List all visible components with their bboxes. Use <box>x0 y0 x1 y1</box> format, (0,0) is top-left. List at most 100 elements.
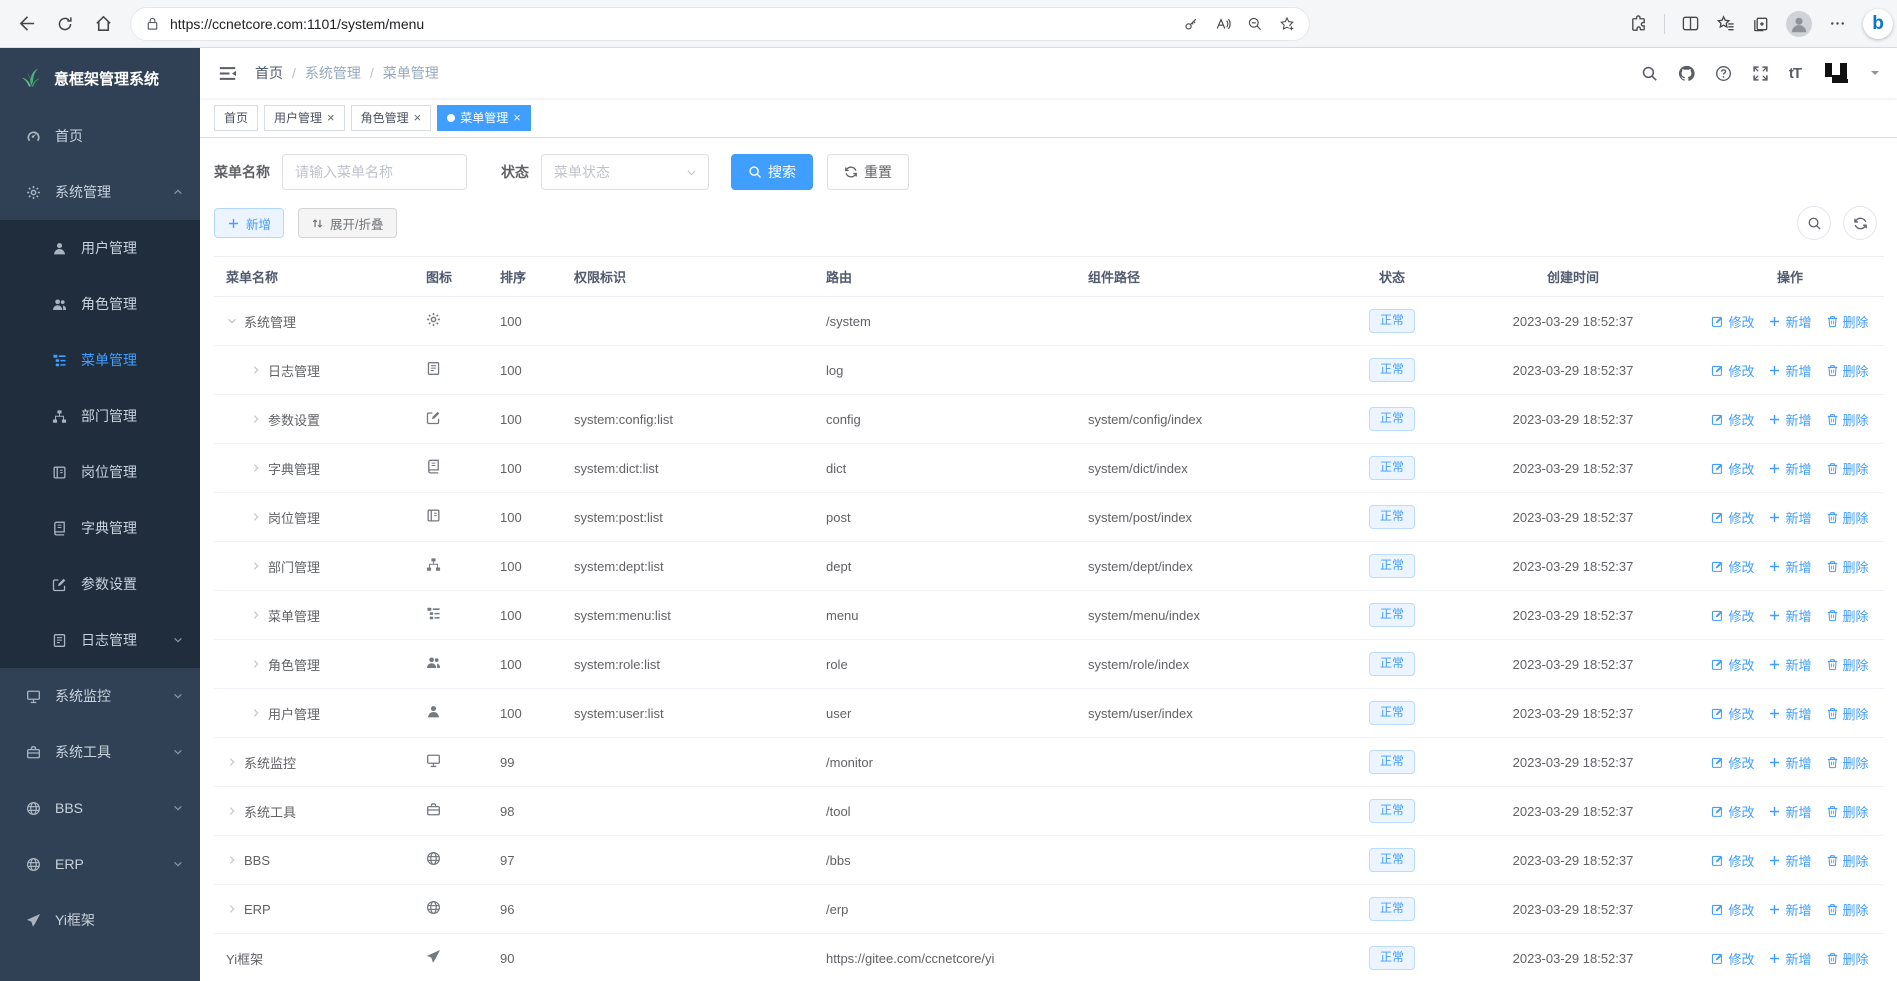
profile-avatar[interactable] <box>1786 10 1812 37</box>
refresh-icon[interactable] <box>48 7 82 41</box>
url-text[interactable]: https://ccnetcore.com:1101/system/menu <box>170 15 425 32</box>
back-icon[interactable] <box>10 7 44 41</box>
add-action[interactable]: 新增 <box>1768 508 1812 527</box>
reset-button[interactable]: 重置 <box>827 154 909 190</box>
font-size-icon[interactable]: tT <box>1788 64 1802 82</box>
expand-row-icon[interactable] <box>250 511 262 523</box>
edit-action[interactable]: 修改 <box>1711 851 1754 870</box>
add-action[interactable]: 新增 <box>1768 900 1812 919</box>
add-action[interactable]: 新增 <box>1768 949 1812 968</box>
add-action[interactable]: 新增 <box>1768 655 1812 674</box>
edit-action[interactable]: 修改 <box>1711 606 1754 625</box>
delete-action[interactable]: 删除 <box>1826 410 1869 429</box>
expand-row-icon[interactable] <box>250 560 262 572</box>
edit-action[interactable]: 修改 <box>1711 410 1754 429</box>
sidebar-item-monitor[interactable]: 系统监控 <box>0 668 200 724</box>
expand-collapse-button[interactable]: 展开/折叠 <box>298 208 397 238</box>
status-select[interactable]: 菜单状态 <box>541 154 709 190</box>
sidebar-item-erp[interactable]: ERP <box>0 836 200 892</box>
tab-menu-mgmt[interactable]: 菜单管理 × <box>437 104 531 131</box>
refresh-table-button[interactable] <box>1843 206 1877 240</box>
expand-row-icon[interactable] <box>226 756 238 768</box>
edit-action[interactable]: 修改 <box>1711 704 1754 723</box>
zoom-out-icon[interactable] <box>1247 16 1263 32</box>
copilot-icon[interactable]: b <box>1863 8 1893 39</box>
expand-row-icon[interactable] <box>250 658 262 670</box>
add-action[interactable]: 新增 <box>1768 361 1812 380</box>
edit-action[interactable]: 修改 <box>1711 508 1754 527</box>
add-action[interactable]: 新增 <box>1768 802 1812 821</box>
menu-name-input[interactable] <box>282 154 467 190</box>
split-screen-icon[interactable] <box>1681 14 1700 33</box>
sidebar-item-config[interactable]: 参数设置 <box>0 556 200 612</box>
add-action[interactable]: 新增 <box>1768 851 1812 870</box>
add-action[interactable]: 新增 <box>1768 753 1812 772</box>
delete-action[interactable]: 删除 <box>1826 312 1869 331</box>
edit-action[interactable]: 修改 <box>1711 361 1754 380</box>
search-button[interactable]: 搜索 <box>731 154 813 190</box>
delete-action[interactable]: 删除 <box>1826 949 1869 968</box>
delete-action[interactable]: 删除 <box>1826 606 1869 625</box>
expand-row-icon[interactable] <box>250 707 262 719</box>
sidebar-item-user-mgmt[interactable]: 用户管理 <box>0 220 200 276</box>
user-logo[interactable] <box>1821 58 1851 88</box>
extensions-icon[interactable] <box>1629 14 1648 33</box>
sidebar-item-home[interactable]: 首页 <box>0 108 200 164</box>
add-action[interactable]: 新增 <box>1768 312 1812 331</box>
sidebar-item-yi-framework[interactable]: Yi框架 <box>0 892 200 948</box>
tab-user-mgmt[interactable]: 用户管理 × <box>264 104 345 131</box>
collapse-row-icon[interactable] <box>226 315 238 327</box>
more-icon[interactable] <box>1828 14 1847 33</box>
sidebar-item-system[interactable]: 系统管理 <box>0 164 200 220</box>
close-icon[interactable]: × <box>513 110 521 125</box>
tab-role-mgmt[interactable]: 角色管理 × <box>350 104 432 131</box>
app-logo[interactable]: 意框架管理系统 <box>0 48 200 108</box>
github-icon[interactable] <box>1678 65 1695 82</box>
expand-row-icon[interactable] <box>250 462 262 474</box>
search-icon[interactable] <box>1641 65 1658 82</box>
sidebar-item-bbs[interactable]: BBS <box>0 780 200 836</box>
sidebar-item-tool[interactable]: 系统工具 <box>0 724 200 780</box>
delete-action[interactable]: 删除 <box>1826 704 1869 723</box>
sidebar-item-post-mgmt[interactable]: 岗位管理 <box>0 444 200 500</box>
add-button[interactable]: 新增 <box>214 208 285 238</box>
collections-icon[interactable] <box>1751 14 1770 33</box>
delete-action[interactable]: 删除 <box>1826 361 1869 380</box>
sidebar-item-role-mgmt[interactable]: 角色管理 <box>0 276 200 332</box>
favorites-icon[interactable] <box>1716 14 1735 33</box>
add-action[interactable]: 新增 <box>1768 557 1812 576</box>
hide-search-button[interactable] <box>1797 206 1831 240</box>
add-action[interactable]: 新增 <box>1768 459 1812 478</box>
tab-home[interactable]: 首页 <box>214 104 259 131</box>
edit-action[interactable]: 修改 <box>1711 312 1754 331</box>
expand-row-icon[interactable] <box>226 903 238 915</box>
add-action[interactable]: 新增 <box>1768 410 1812 429</box>
expand-row-icon[interactable] <box>250 364 262 376</box>
fullscreen-icon[interactable] <box>1752 65 1769 82</box>
expand-row-icon[interactable] <box>250 609 262 621</box>
address-bar[interactable]: https://ccnetcore.com:1101/system/menu <box>130 6 1310 41</box>
expand-row-icon[interactable] <box>226 805 238 817</box>
delete-action[interactable]: 删除 <box>1826 557 1869 576</box>
sidebar-item-log-mgmt[interactable]: 日志管理 <box>0 612 200 668</box>
edit-action[interactable]: 修改 <box>1711 459 1754 478</box>
home-icon[interactable] <box>86 7 120 41</box>
breadcrumb-item[interactable]: 首页 <box>255 65 283 81</box>
delete-action[interactable]: 删除 <box>1826 508 1869 527</box>
add-action[interactable]: 新增 <box>1768 606 1812 625</box>
close-icon[interactable]: × <box>327 110 335 125</box>
delete-action[interactable]: 删除 <box>1826 851 1869 870</box>
edit-action[interactable]: 修改 <box>1711 802 1754 821</box>
expand-row-icon[interactable] <box>226 854 238 866</box>
delete-action[interactable]: 删除 <box>1826 900 1869 919</box>
sidebar-item-dict-mgmt[interactable]: 字典管理 <box>0 500 200 556</box>
close-icon[interactable]: × <box>413 110 422 125</box>
question-icon[interactable] <box>1715 65 1732 82</box>
add-action[interactable]: 新增 <box>1768 704 1812 723</box>
read-aloud-icon[interactable] <box>1215 16 1231 32</box>
delete-action[interactable]: 删除 <box>1826 655 1869 674</box>
sidebar-item-dept-mgmt[interactable]: 部门管理 <box>0 388 200 444</box>
favorite-star-icon[interactable] <box>1279 16 1295 32</box>
edit-action[interactable]: 修改 <box>1711 900 1754 919</box>
caret-down-icon[interactable] <box>1871 71 1879 79</box>
